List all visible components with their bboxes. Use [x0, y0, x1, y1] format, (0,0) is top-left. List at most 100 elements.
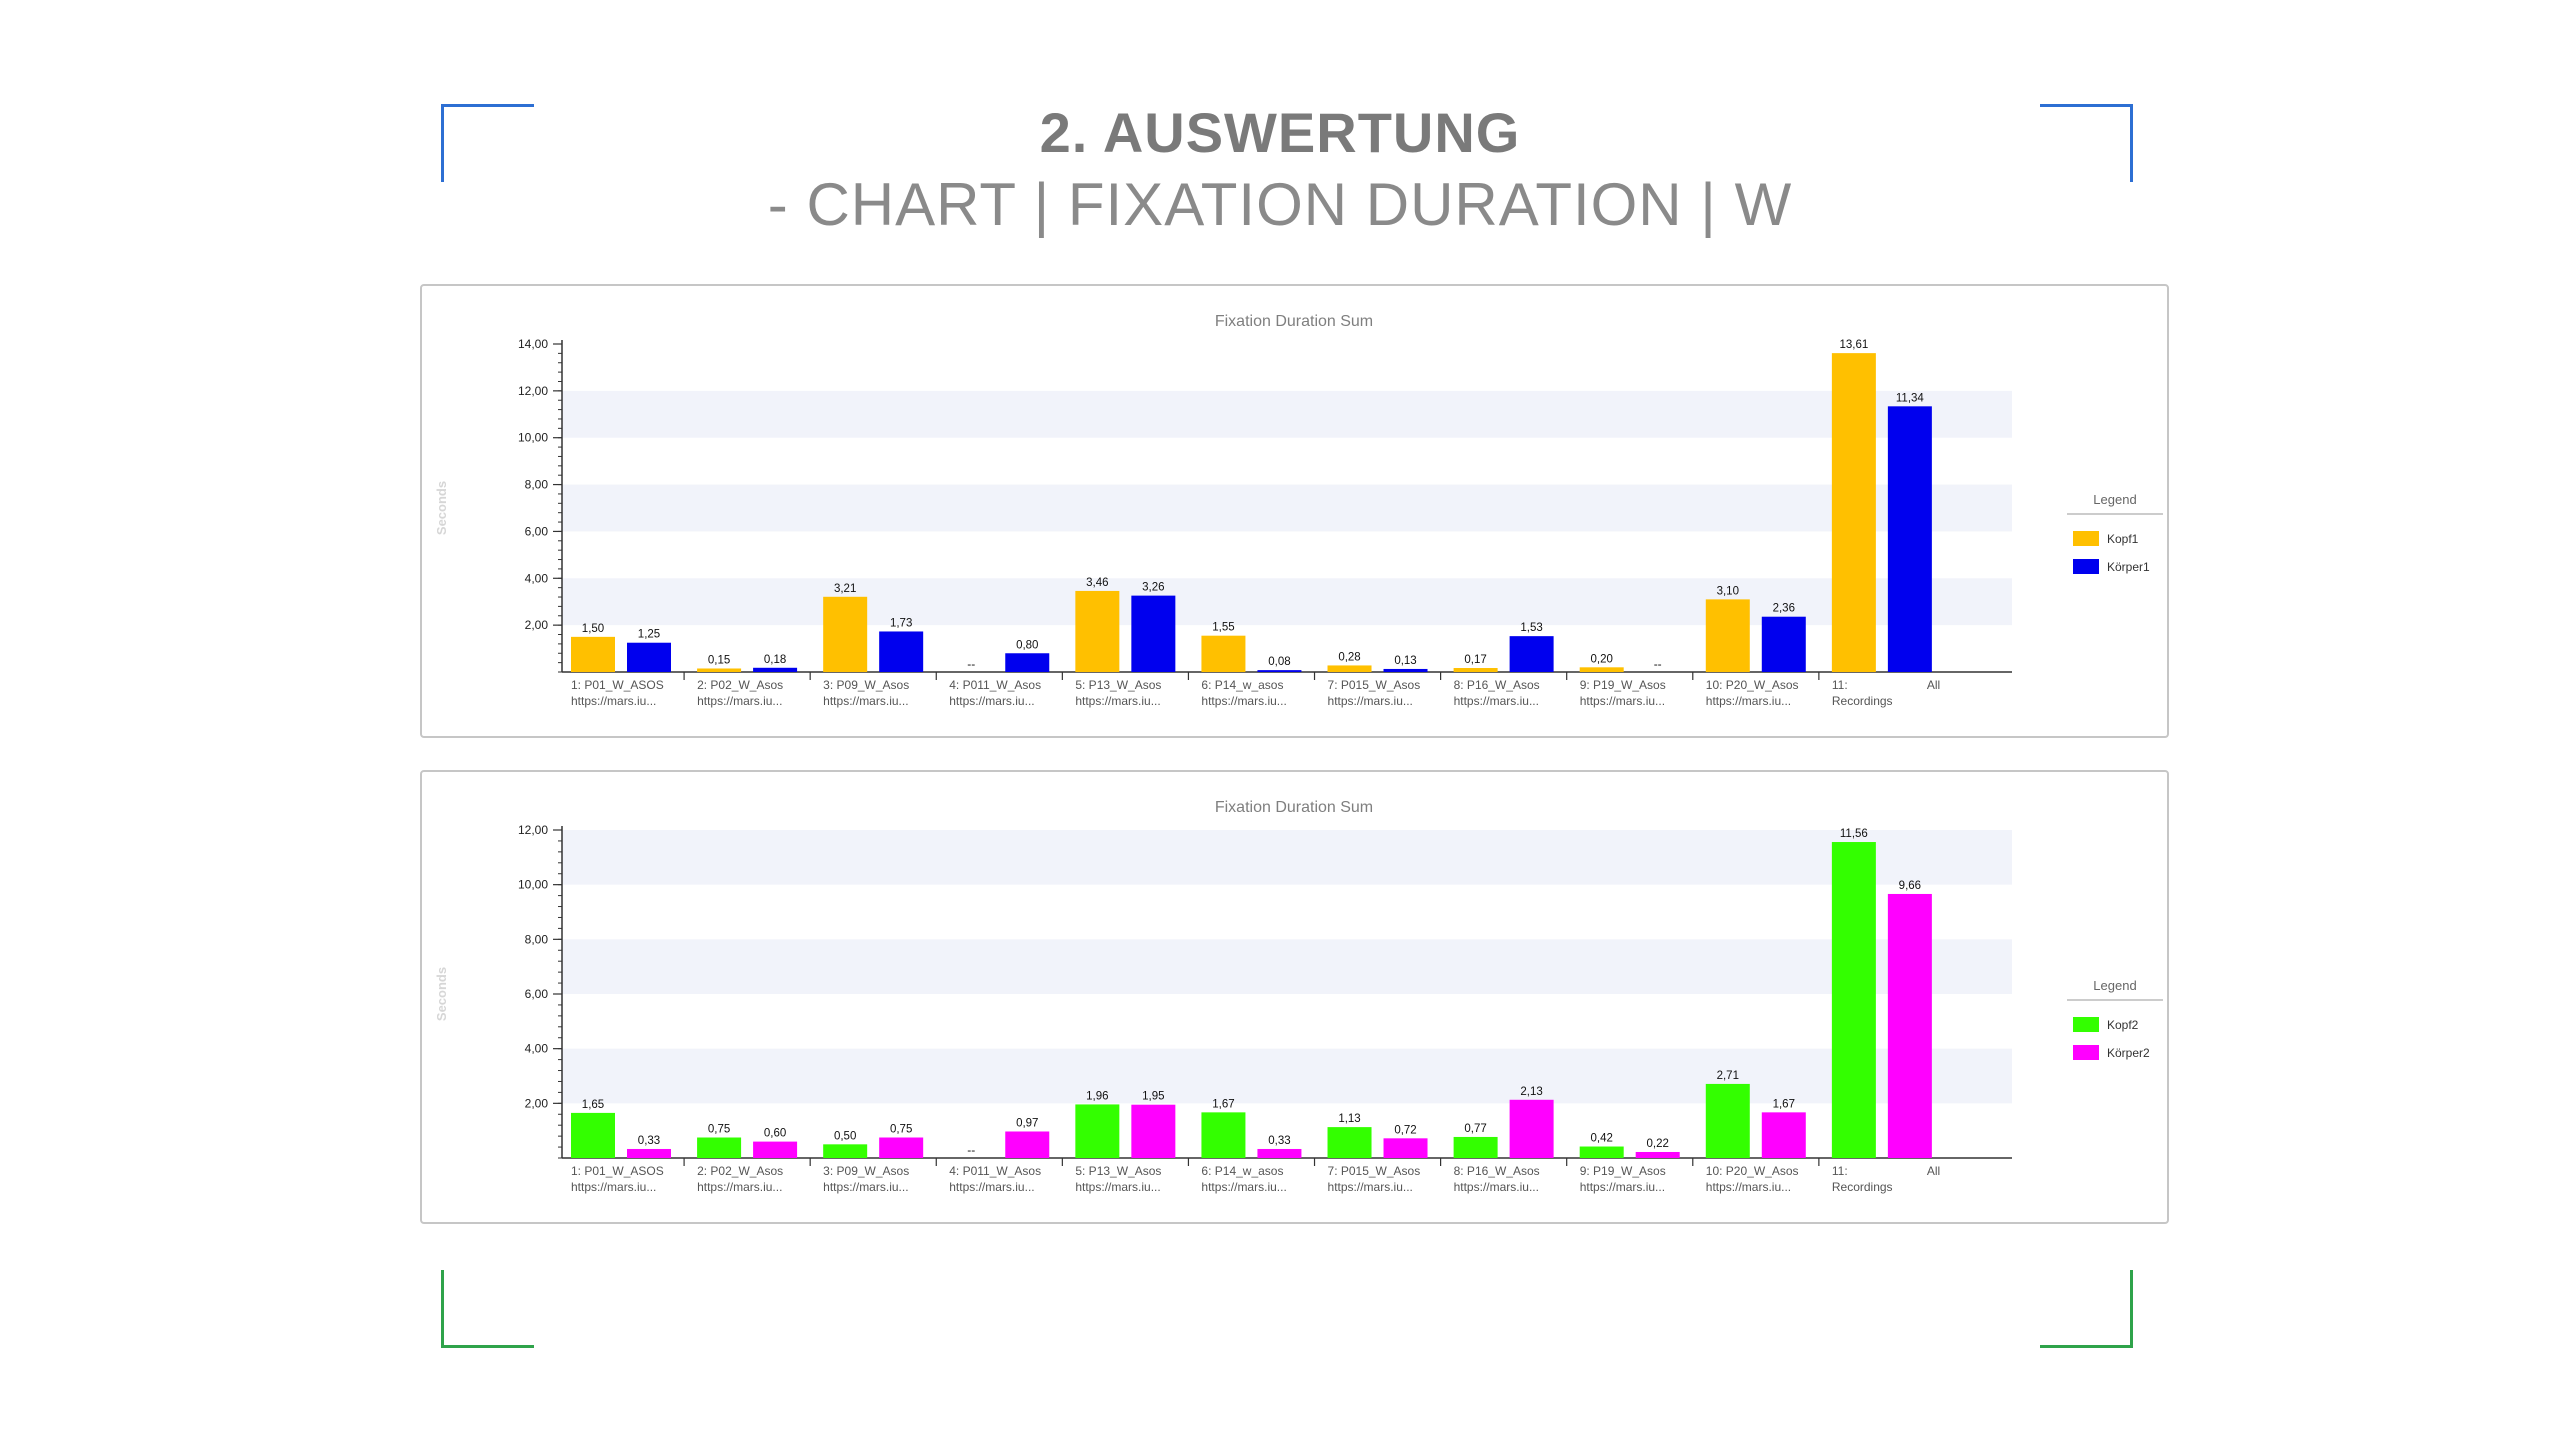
- x-tick-label-url: https://mars.iu...: [823, 694, 908, 708]
- data-label: 0,08: [1268, 656, 1290, 668]
- bar-körper1: [1383, 668, 1428, 672]
- x-tick-label: 2: P02_W_Asos: [697, 1164, 783, 1178]
- x-tick-label: 6: P14_w_asos: [1201, 678, 1283, 692]
- bar-körper2: [879, 1137, 924, 1158]
- bar-körper1: [753, 667, 798, 672]
- bar-kopf1: [823, 596, 868, 672]
- x-tick-label-url: https://mars.iu...: [1075, 694, 1160, 708]
- bar-körper2: [1635, 1151, 1680, 1158]
- y-tick-label: 2,00: [525, 618, 549, 632]
- bar-körper2: [1887, 893, 1932, 1158]
- bar-chart-2: Fixation Duration Sum Seconds 2,00 4,00 6,00…: [434, 799, 2163, 1194]
- y-tick-label: 12,00: [518, 384, 548, 398]
- legend-label: Körper2: [2107, 1046, 2150, 1060]
- x-tick-label-url: https://mars.iu...: [1328, 1180, 1413, 1194]
- legend-swatch-körper2: [2073, 1045, 2099, 1060]
- x-tick-label: 6: P14_w_asos: [1201, 1164, 1283, 1178]
- corner-bracket-top-right: [2040, 104, 2133, 182]
- data-label: 0,77: [1464, 1123, 1486, 1135]
- bar-körper2: [1383, 1138, 1428, 1158]
- legend-swatch-körper1: [2073, 559, 2099, 574]
- bar-kopf1: [1831, 353, 1876, 672]
- data-label: 1,73: [890, 617, 912, 629]
- chart-panel-1: Fixation Duration Sum Seconds 2,00 4,00 6,00…: [420, 284, 2169, 738]
- x-tick-label-url: https://mars.iu...: [823, 1180, 908, 1194]
- y-tick-label: 6,00: [525, 987, 549, 1001]
- x-tick-label: 10: P20_W_Asos: [1706, 1164, 1799, 1178]
- y-tick-label: 4,00: [525, 571, 549, 585]
- chart-panel-2: Fixation Duration Sum Seconds 2,00 4,00 6,00…: [420, 770, 2169, 1224]
- data-label: 2,13: [1520, 1086, 1542, 1098]
- data-label: 1,67: [1212, 1098, 1234, 1110]
- data-label: 0,33: [638, 1135, 660, 1147]
- data-label: 3,10: [1717, 585, 1739, 597]
- x-tick-label: 11:: [1832, 1164, 1848, 1178]
- data-label: 1,13: [1338, 1113, 1360, 1125]
- bar-körper1: [1761, 616, 1806, 672]
- data-label-empty: --: [1654, 657, 1662, 671]
- data-label: 11,34: [1896, 392, 1925, 404]
- bar-körper1: [1257, 670, 1302, 672]
- y-tick-label: 8,00: [525, 478, 549, 492]
- x-tick-label-url: https://mars.iu...: [1706, 1180, 1791, 1194]
- data-label: 2,71: [1717, 1070, 1739, 1082]
- x-tick-label-url: https://mars.iu...: [697, 1180, 782, 1194]
- x-tick-label: 5: P13_W_Asos: [1075, 678, 1161, 692]
- bar-kopf2: [1075, 1104, 1120, 1158]
- legend-title: Legend: [2093, 492, 2136, 507]
- bar-körper1: [1005, 653, 1050, 672]
- x-tick-label-url: Recordings: [1832, 694, 1893, 708]
- data-label: 0,50: [834, 1130, 856, 1142]
- x-tick-label-url: Recordings: [1832, 1180, 1893, 1194]
- x-tick-label: 8: P16_W_Asos: [1454, 678, 1540, 692]
- x-tick-label: 9: P19_W_Asos: [1580, 678, 1666, 692]
- legend-swatch-kopf1: [2073, 531, 2099, 546]
- x-tick-label: 5: P13_W_Asos: [1075, 1164, 1161, 1178]
- x-tick-label-url: https://mars.iu...: [949, 1180, 1034, 1194]
- data-label: 0,18: [764, 654, 786, 666]
- data-label: 0,72: [1394, 1124, 1416, 1136]
- bar-chart-1: Fixation Duration Sum Seconds 2,00 4,00 6,00…: [434, 313, 2163, 708]
- y-tick-label: 10,00: [518, 431, 548, 445]
- bar-kopf2: [1327, 1127, 1372, 1158]
- x-tick-label: 11:: [1832, 678, 1848, 692]
- x-tick-label: 8: P16_W_Asos: [1454, 1164, 1540, 1178]
- y-tick-label: 10,00: [518, 878, 548, 892]
- bar-kopf1: [1705, 599, 1750, 672]
- data-label: 1,50: [582, 623, 604, 635]
- data-label: 1,55: [1212, 622, 1234, 634]
- x-tick-label: 1: P01_W_ASOS: [571, 1164, 664, 1178]
- bar-kopf2: [823, 1144, 868, 1158]
- corner-bracket-top-left: [441, 104, 534, 182]
- bar-kopf1: [571, 636, 615, 672]
- x-tick-label-all: All: [1927, 678, 1940, 692]
- data-label: 1,95: [1142, 1091, 1164, 1103]
- bar-körper2: [627, 1148, 671, 1158]
- x-tick-label-url: https://mars.iu...: [1454, 694, 1539, 708]
- x-tick-label-url: https://mars.iu...: [1201, 1180, 1286, 1194]
- y-tick-label: 4,00: [525, 1042, 549, 1056]
- legend-title: Legend: [2093, 978, 2136, 993]
- bar-körper2: [753, 1141, 798, 1158]
- grid-band: [562, 830, 2012, 885]
- bar-körper1: [879, 631, 924, 672]
- x-tick-label-url: https://mars.iu...: [1580, 1180, 1665, 1194]
- legend-label: Kopf2: [2107, 1018, 2139, 1032]
- x-tick-label-url: https://mars.iu...: [1328, 694, 1413, 708]
- data-label: 0,17: [1464, 654, 1486, 666]
- data-label: 1,25: [638, 629, 660, 641]
- slide-subtitle: - CHART | FIXATION DURATION | W: [767, 171, 1793, 238]
- bar-kopf2: [571, 1112, 615, 1158]
- bar-körper1: [1509, 636, 1554, 672]
- x-tick-label-all: All: [1927, 1164, 1940, 1178]
- bar-körper1: [1887, 406, 1932, 672]
- bar-kopf2: [1831, 842, 1876, 1158]
- data-label: 1,53: [1520, 622, 1542, 634]
- data-label: 1,96: [1086, 1090, 1108, 1102]
- y-tick-label: 8,00: [525, 932, 549, 946]
- data-label: 0,75: [890, 1124, 912, 1136]
- x-tick-label-url: https://mars.iu...: [1706, 694, 1791, 708]
- y-tick-label: 12,00: [518, 823, 548, 837]
- bar-körper1: [1131, 595, 1176, 672]
- data-label: 0,60: [764, 1128, 786, 1140]
